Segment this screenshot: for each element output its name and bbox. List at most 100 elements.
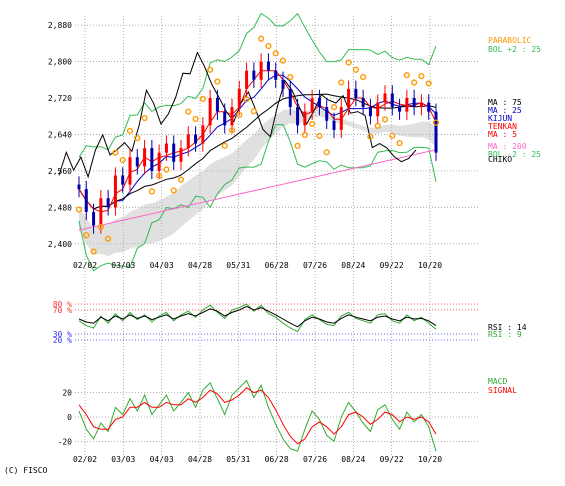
candle-body (92, 211, 96, 226)
macd-legend-entry: MACD (488, 377, 507, 386)
parabolic-sar-dot (228, 127, 236, 134)
parabolic-sar-dot (265, 42, 272, 50)
price-y-tick: 2,640 (48, 130, 72, 139)
date-x-tick: 05/31 (226, 455, 250, 464)
candle-body (84, 189, 88, 212)
parabolic-sar-dot (148, 188, 155, 195)
parabolic-sar-dot (403, 72, 410, 79)
candle-body (332, 120, 336, 130)
rsi-y-tick: 20 % (53, 336, 72, 345)
parabolic-sar-dot (134, 134, 141, 142)
candle-body (434, 111, 438, 153)
rsi-y-tick: 30 % (53, 330, 72, 339)
candle-body (361, 98, 365, 108)
parabolic-sar-dot (243, 96, 250, 103)
candle-body (223, 111, 227, 126)
candle-body (230, 107, 234, 126)
bollinger-lower-line (78, 124, 437, 272)
candle-body (245, 70, 249, 89)
candle-body (303, 111, 307, 126)
price-y-tick: 2,880 (48, 21, 72, 30)
candle-body (405, 98, 409, 112)
legend-entry: TENKAN (488, 122, 517, 131)
parabolic-sar-dot (75, 206, 83, 213)
rsi-y-tick: 80 % (53, 300, 72, 309)
parabolic-sar-dot (141, 114, 148, 122)
date-x-tick: 03/03 (111, 261, 135, 270)
date-x-tick: 10/20 (418, 455, 442, 464)
parabolic-sar-dot (360, 73, 367, 81)
parabolic-sar-dot (316, 132, 323, 139)
candle-body (143, 148, 147, 167)
rsi-y-tick: 70 % (53, 306, 72, 315)
legend-entry: CHIKO (488, 155, 512, 164)
parabolic-sar-dot (338, 79, 345, 86)
parabolic-sar-dot (381, 116, 389, 123)
parabolic-sar-dot (294, 142, 301, 149)
parabolic-sar-dot (345, 59, 352, 66)
date-x-tick: 04/03 (150, 455, 174, 464)
parabolic-sar-dot (221, 142, 228, 149)
parabolic-sar-dot (112, 149, 119, 156)
ichimoku-cloud (79, 109, 436, 257)
date-x-tick: 04/03 (150, 261, 174, 270)
axis-ticks: 2,880 2,800 2,720 2,640 2,560 2,480 2,400 02/02… (48, 21, 442, 464)
parabolic-sar-dot (236, 111, 243, 118)
candle-body (354, 88, 358, 98)
parabolic-sar-dot (258, 35, 265, 42)
candle-body (179, 148, 183, 162)
parabolic-sar-dot (418, 73, 425, 80)
parabolic-sar-dot (199, 95, 206, 103)
date-x-tick: 10/20 (418, 261, 442, 270)
parabolic-sar-dot (389, 132, 396, 139)
parabolic-sar-dot (330, 104, 338, 111)
macd-legend-entry: SIGNAL (488, 386, 517, 395)
kumo-area (79, 109, 436, 257)
parabolic-sar-dot (83, 232, 90, 239)
chart-grid (75, 16, 480, 456)
legend-entry: BOL -2 : 25 (488, 150, 541, 159)
candle-body (106, 198, 110, 208)
parabolic-sar-dots (75, 35, 440, 255)
candle-body (398, 107, 402, 112)
candle-body (266, 61, 270, 71)
parabolic-sar-dot (287, 73, 294, 81)
candle-body (135, 157, 139, 167)
legend-entry: PARABOLIC (488, 36, 532, 45)
candle-body (164, 143, 168, 153)
candle-body (121, 175, 125, 185)
date-x-tick: 09/22 (380, 261, 404, 270)
date-x-tick: 08/24 (341, 455, 365, 464)
parabolic-sar-dot (97, 223, 104, 231)
price-y-tick: 2,720 (48, 94, 72, 103)
date-x-tick: 02/02 (73, 455, 97, 464)
price-y-tick: 2,560 (48, 167, 72, 176)
candle-body (288, 88, 292, 108)
candle-body (157, 152, 161, 171)
legend-entry: MA : 200 (488, 142, 527, 151)
parabolic-sar-dot (432, 119, 440, 126)
candle-body (150, 148, 154, 171)
macd-y-tick: -20 (58, 437, 73, 446)
parabolic-sar-dot (374, 122, 381, 129)
candle-body (325, 107, 329, 121)
date-x-tick: 09/22 (380, 455, 404, 464)
candle-body (215, 98, 219, 112)
date-x-tick: 03/03 (111, 455, 135, 464)
parabolic-sar-dot (214, 78, 221, 85)
candle-body (310, 98, 314, 112)
date-x-tick: 06/28 (265, 261, 289, 270)
chiko-line (58, 51, 417, 179)
parabolic-sar-dot (250, 108, 257, 115)
macd-panel (78, 379, 437, 452)
price-indicator-lines (58, 12, 437, 272)
candle-body (390, 93, 394, 108)
legend-entry: MA : 5 (488, 130, 517, 139)
date-x-tick: 08/24 (341, 261, 365, 270)
parabolic-sar-dot (309, 120, 316, 128)
date-x-tick: 06/28 (265, 455, 289, 464)
candle-body (172, 143, 176, 162)
macd-y-tick: 20 (62, 389, 72, 398)
